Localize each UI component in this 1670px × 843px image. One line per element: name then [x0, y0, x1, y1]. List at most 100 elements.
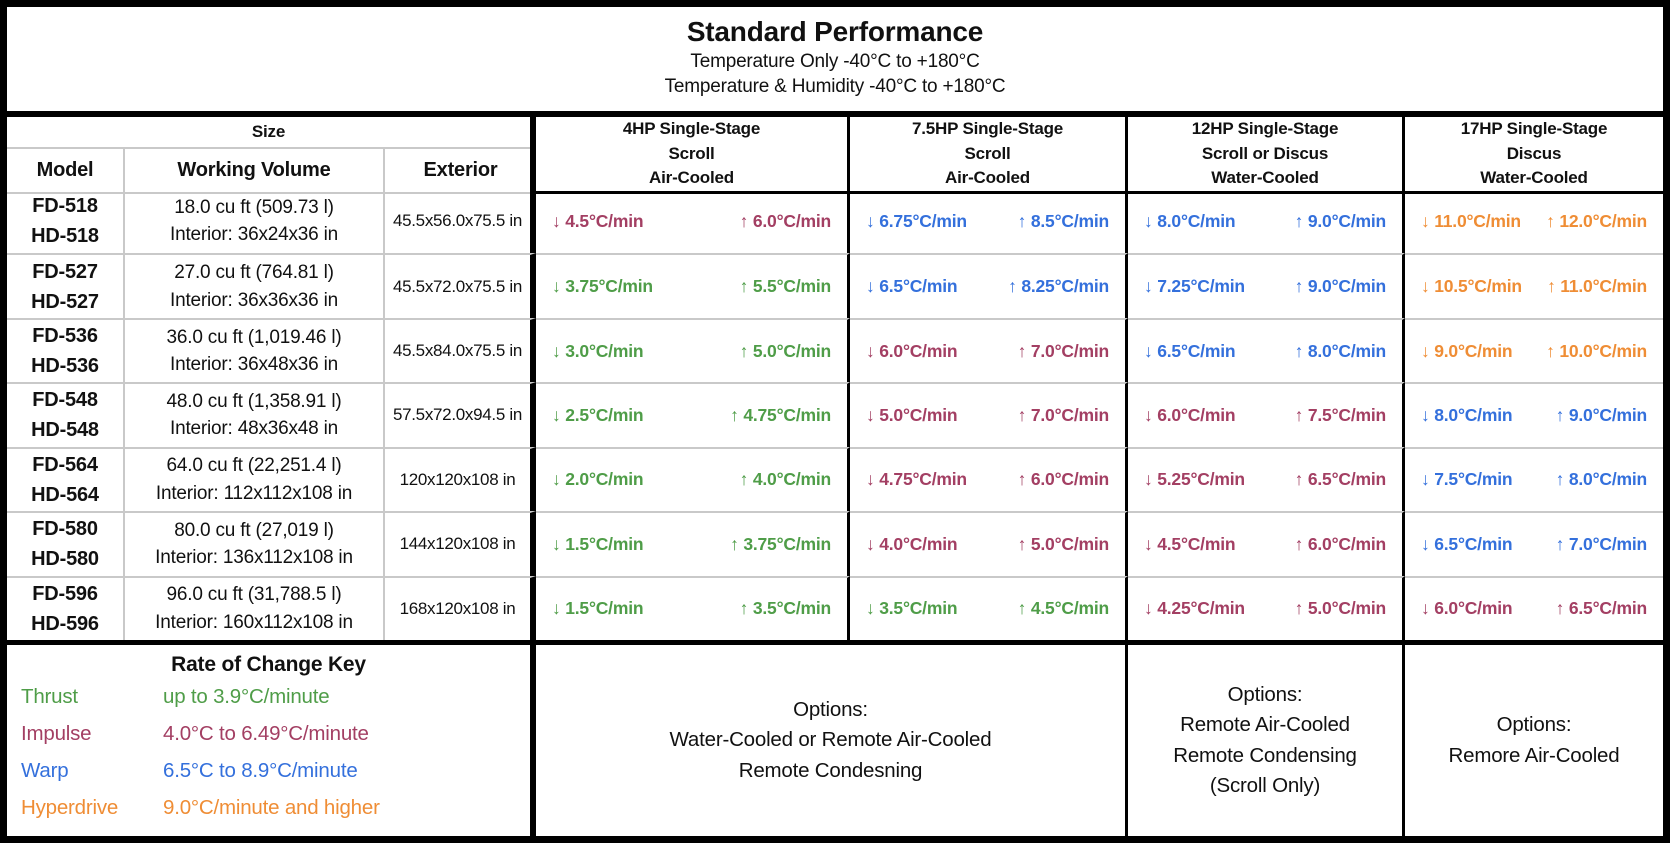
rate-cell-7-5hp: ↓ 4.75°C/min ↑ 6.0°C/min — [850, 446, 1128, 512]
rate-cell-12hp: ↓ 4.5°C/min ↑ 6.0°C/min — [1128, 511, 1405, 576]
pulldown-rate: ↓ 1.5°C/min — [552, 598, 644, 619]
exterior-cell: 45.5x72.0x75.5 in — [385, 253, 536, 318]
pulldown-rate: ↓ 6.0°C/min — [1144, 404, 1236, 425]
pulldown-rate: ↓ 4.5°C/min — [552, 210, 644, 231]
rate-cell-12hp: ↓ 6.5°C/min ↑ 8.0°C/min — [1128, 317, 1405, 383]
key-name: Hyperdrive — [21, 795, 119, 819]
key-name: Thrust — [21, 685, 78, 709]
heatup-rate: ↑ 7.0°C/min — [1555, 533, 1648, 554]
rate-cell-17hp: ↓ 11.0°C/min ↑ 12.0°C/min — [1405, 189, 1663, 253]
working-volume-cell: 48.0 cu ft (1,358.91 l) Interior: 48x36x… — [125, 382, 385, 447]
rate-cell-12hp: ↓ 4.25°C/min ↑ 5.0°C/min — [1128, 575, 1405, 640]
pulldown-rate: ↓ 6.5°C/min — [1144, 340, 1236, 361]
pulldown-rate: ↓ 11.0°C/min — [1421, 210, 1521, 231]
model-cell: FD-518 HD-518 — [7, 189, 125, 254]
rate-cell-4hp: ↓ 2.5°C/min ↑ 4.75°C/min — [536, 382, 850, 447]
heatup-rate: ↑ 4.75°C/min — [730, 404, 831, 425]
rate-cell-7-5hp: ↓ 6.0°C/min ↑ 7.0°C/min — [850, 317, 1128, 383]
key-entry-warp: Warp 6.5°C to 8.9°C/minute — [21, 759, 516, 783]
key-range: 9.0°C/minute and higher — [163, 795, 380, 819]
model-cell: FD-536 HD-536 — [7, 317, 125, 383]
options-17hp-column: Options: Remore Air-Cooled — [1448, 713, 1620, 767]
pulldown-rate: ↓ 3.0°C/min — [552, 340, 644, 361]
working-volume-cell: 27.0 cu ft (764.81 l) Interior: 36x36x36… — [125, 253, 385, 318]
pulldown-rate: ↓ 4.25°C/min — [1144, 598, 1245, 619]
size-group-label: Size — [7, 117, 530, 149]
exterior-cell: 144x120x108 in — [385, 511, 536, 576]
column-header-4hp: 4HP Single-Stage Scroll Air-Cooled — [536, 117, 850, 194]
pulldown-rate: ↓ 1.5°C/min — [552, 533, 644, 554]
heatup-rate: ↑ 5.0°C/min — [1017, 533, 1110, 554]
heatup-rate: ↑ 3.5°C/min — [739, 598, 832, 619]
heatup-rate: ↑ 6.5°C/min — [1294, 469, 1387, 490]
key-entry-hyperdrive: Hyperdrive 9.0°C/minute and higher — [21, 796, 516, 820]
exterior-cell: 120x120x108 in — [385, 446, 536, 512]
heatup-rate: ↑ 7.0°C/min — [1017, 340, 1110, 361]
key-range: up to 3.9°C/minute — [163, 685, 330, 709]
key-title: Rate of Change Key — [171, 653, 366, 676]
column-header-7-5hp: 7.5HP Single-Stage Scroll Air-Cooled — [850, 117, 1128, 194]
pulldown-rate: ↓ 8.0°C/min — [1144, 210, 1236, 231]
heatup-rate: ↑ 8.0°C/min — [1555, 469, 1648, 490]
rate-cell-17hp: ↓ 10.5°C/min ↑ 11.0°C/min — [1405, 253, 1663, 317]
heatup-rate: ↑ 7.5°C/min — [1294, 404, 1387, 425]
heatup-rate: ↑ 5.0°C/min — [739, 340, 832, 361]
heatup-rate: ↑ 6.0°C/min — [1294, 533, 1387, 554]
pulldown-rate: ↓ 8.0°C/min — [1421, 404, 1513, 425]
heatup-rate: ↑ 9.0°C/min — [1294, 210, 1387, 231]
rate-cell-7-5hp: ↓ 3.5°C/min ↑ 4.5°C/min — [850, 575, 1128, 640]
pulldown-rate: ↓ 3.75°C/min — [552, 276, 653, 297]
working-volume-cell: 36.0 cu ft (1,019.46 l) Interior: 36x48x… — [125, 317, 385, 383]
rate-cell-12hp: ↓ 6.0°C/min ↑ 7.5°C/min — [1128, 382, 1405, 447]
working-volume-cell: 64.0 cu ft (22,251.4 l) Interior: 112x11… — [125, 446, 385, 512]
pulldown-rate: ↓ 6.0°C/min — [1421, 598, 1513, 619]
heatup-rate: ↑ 8.5°C/min — [1017, 210, 1110, 231]
rate-cell-7-5hp: ↓ 6.75°C/min ↑ 8.5°C/min — [850, 189, 1128, 254]
exterior-cell: 57.5x72.0x94.5 in — [385, 382, 536, 447]
working-volume-cell: 96.0 cu ft (31,788.5 l) Interior: 160x11… — [125, 575, 385, 640]
pulldown-rate: ↓ 7.25°C/min — [1144, 276, 1245, 297]
rate-cell-17hp: ↓ 7.5°C/min ↑ 8.0°C/min — [1405, 446, 1663, 511]
model-cell: FD-527 HD-527 — [7, 253, 125, 318]
pulldown-rate: ↓ 4.75°C/min — [866, 469, 967, 490]
key-name: Warp — [21, 758, 69, 782]
key-entry-thrust: Thrust up to 3.9°C/minute — [21, 685, 516, 709]
pulldown-rate: ↓ 6.0°C/min — [866, 340, 958, 361]
table-row: FD-548 HD-548 48.0 cu ft (1,358.91 l) In… — [7, 382, 1663, 447]
heatup-rate: ↑ 5.5°C/min — [739, 276, 832, 297]
exterior-cell: 168x120x108 in — [385, 575, 536, 640]
table-row: FD-596 HD-596 96.0 cu ft (31,788.5 l) In… — [7, 575, 1663, 640]
rate-cell-17hp: ↓ 6.5°C/min ↑ 7.0°C/min — [1405, 511, 1663, 575]
heatup-rate: ↑ 11.0°C/min — [1547, 276, 1647, 297]
heatup-rate: ↑ 6.0°C/min — [739, 210, 832, 231]
pulldown-rate: ↓ 4.5°C/min — [1144, 533, 1236, 554]
rate-cell-17hp: ↓ 8.0°C/min ↑ 9.0°C/min — [1405, 382, 1663, 446]
model-cell: FD-580 HD-580 — [7, 511, 125, 576]
size-group-header: Size Model Working Volume Exterior — [7, 117, 536, 194]
heatup-rate: ↑ 12.0°C/min — [1546, 210, 1647, 231]
rate-cell-4hp: ↓ 1.5°C/min ↑ 3.75°C/min — [536, 511, 850, 576]
rate-cell-12hp: ↓ 8.0°C/min ↑ 9.0°C/min — [1128, 189, 1405, 254]
rate-cell-12hp: ↓ 7.25°C/min ↑ 9.0°C/min — [1128, 253, 1405, 318]
rate-cell-17hp: ↓ 6.0°C/min ↑ 6.5°C/min — [1405, 575, 1663, 640]
table-footer: Rate of Change Key Thrust up to 3.9°C/mi… — [7, 640, 1663, 836]
rate-cell-4hp: ↓ 2.0°C/min ↑ 4.0°C/min — [536, 446, 850, 512]
heatup-rate: ↑ 9.0°C/min — [1555, 404, 1648, 425]
rate-of-change-key: Rate of Change Key Thrust up to 3.9°C/mi… — [7, 645, 536, 836]
rate-cell-12hp: ↓ 5.25°C/min ↑ 6.5°C/min — [1128, 446, 1405, 512]
heatup-rate: ↑ 8.0°C/min — [1294, 340, 1387, 361]
heatup-rate: ↑ 8.25°C/min — [1008, 276, 1109, 297]
size-subheader-row: Model Working Volume Exterior — [7, 149, 530, 192]
page-title: Standard Performance — [686, 16, 984, 48]
key-entries: Thrust up to 3.9°C/minute Impulse 4.0°C … — [21, 679, 516, 826]
rate-cell-4hp: ↓ 4.5°C/min ↑ 6.0°C/min — [536, 189, 850, 254]
pulldown-rate: ↓ 2.0°C/min — [552, 469, 644, 490]
key-range: 6.5°C to 8.9°C/minute — [163, 758, 358, 782]
table-row: FD-580 HD-580 80.0 cu ft (27,019 l) Inte… — [7, 511, 1663, 576]
pulldown-rate: ↓ 3.5°C/min — [866, 598, 958, 619]
rate-cell-4hp: ↓ 3.0°C/min ↑ 5.0°C/min — [536, 317, 850, 383]
pulldown-rate: ↓ 2.5°C/min — [552, 404, 644, 425]
rate-cell-7-5hp: ↓ 6.5°C/min ↑ 8.25°C/min — [850, 253, 1128, 318]
model-cell: FD-564 HD-564 — [7, 446, 125, 512]
